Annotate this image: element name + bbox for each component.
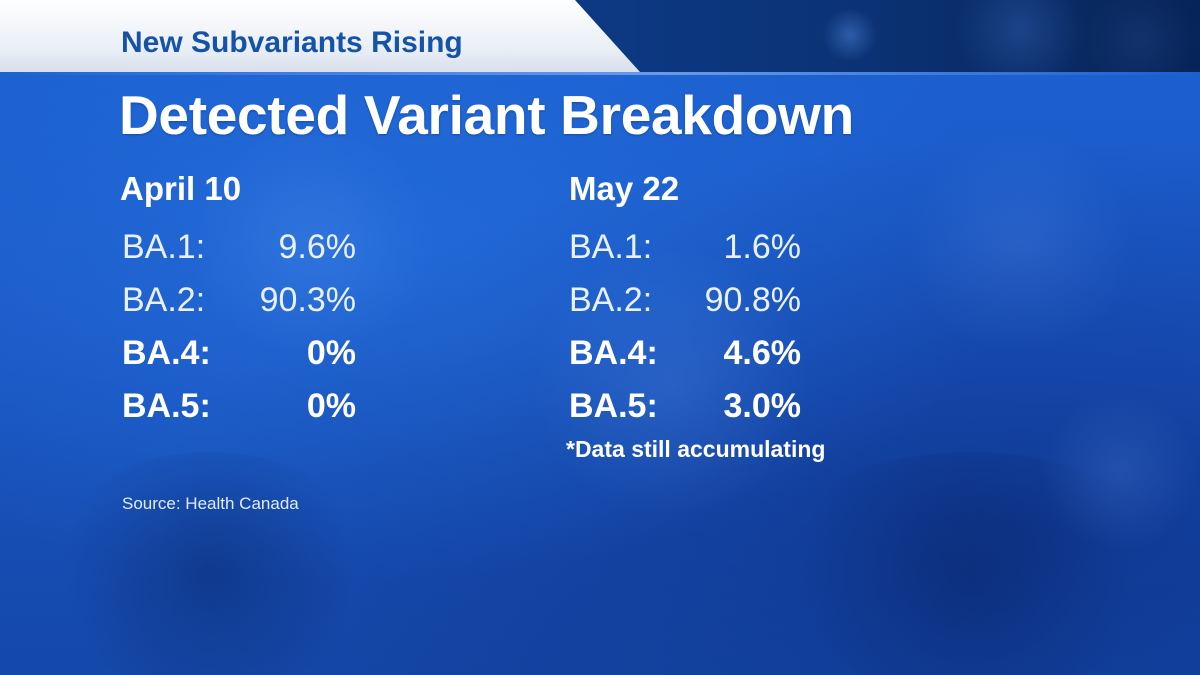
- texture-decoration: [40, 452, 380, 675]
- panel-edge-highlight: [0, 72, 1200, 75]
- title-tab: [0, 0, 640, 72]
- variant-value: 4.6%: [723, 334, 802, 372]
- variant-label: BA.1:: [569, 228, 653, 266]
- variant-value: 1.6%: [723, 228, 802, 266]
- variant-label: BA.5:: [569, 387, 658, 425]
- headline: Detected Variant Breakdown: [119, 84, 854, 146]
- tab-title: New Subvariants Rising: [121, 26, 463, 59]
- variant-row: BA.5: 3.0%: [569, 387, 801, 435]
- variant-row: BA.5: 0%: [122, 387, 356, 435]
- variant-row: BA.4: 4.6%: [569, 334, 801, 382]
- texture-decoration: [520, 252, 820, 512]
- variant-row: BA.2: 90.8%: [569, 281, 801, 329]
- variant-label: BA.2:: [569, 281, 653, 319]
- column-heading-may: May 22: [569, 170, 680, 207]
- variant-value: 90.3%: [259, 281, 356, 319]
- variant-value: 0%: [306, 387, 356, 425]
- variant-value: 9.6%: [278, 228, 357, 266]
- variant-row: BA.4: 0%: [122, 334, 356, 382]
- variant-value: 90.8%: [704, 281, 801, 319]
- source-credit: Source: Health Canada: [122, 494, 299, 513]
- main-panel: [0, 72, 1200, 675]
- data-note: *Data still accumulating: [566, 436, 826, 462]
- variant-value: 0%: [306, 334, 356, 372]
- texture-decoration: [900, 132, 1140, 352]
- variant-label: BA.4:: [569, 334, 658, 372]
- variant-row: BA.1: 9.6%: [122, 228, 356, 276]
- variant-value: 3.0%: [723, 387, 802, 425]
- column-heading-april: April 10: [120, 170, 242, 207]
- virus-particle-decoration: [820, 10, 880, 60]
- variant-row: BA.1: 1.6%: [569, 228, 801, 276]
- variant-label: BA.4:: [122, 334, 211, 372]
- texture-decoration: [1040, 392, 1200, 552]
- variant-row: BA.2: 90.3%: [122, 281, 356, 329]
- variant-label: BA.1:: [122, 228, 206, 266]
- variant-label: BA.2:: [122, 281, 206, 319]
- texture-decoration: [180, 132, 440, 352]
- texture-decoration: [760, 452, 1180, 675]
- variant-label: BA.5:: [122, 387, 211, 425]
